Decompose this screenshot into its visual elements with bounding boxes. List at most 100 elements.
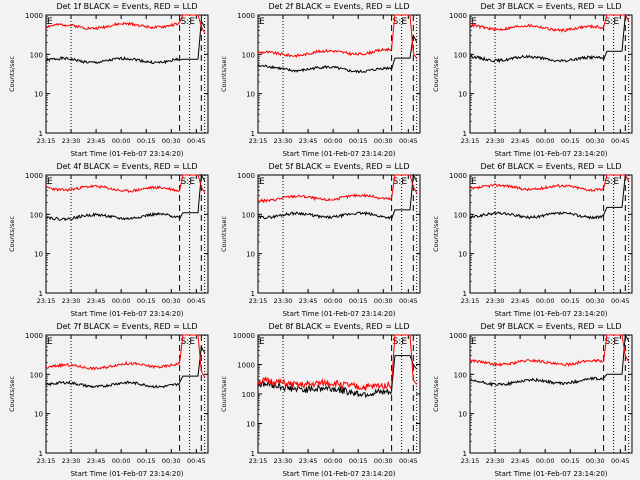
x-axis-label: Start Time (01-Feb-07 23:14:20) (70, 310, 183, 318)
x-tick-label: 23:15 (37, 297, 56, 305)
x-tick-label: 23:45 (511, 297, 530, 305)
x-tick-label: 00:15 (349, 297, 368, 305)
flag-e: E (471, 337, 477, 347)
flag-se: S:E (605, 17, 620, 27)
det-panel-8: Det 8f BLACK = Events, RED = LLD Counts/s… (220, 322, 421, 478)
events-series-line (469, 173, 630, 220)
events-series-line (257, 355, 418, 399)
events-series-line (469, 13, 630, 64)
x-tick-label: 00:45 (611, 457, 630, 465)
x-tick-label: 23:30 (486, 137, 505, 145)
panel-title: Det 6f BLACK = Events, RED = LLD (480, 162, 621, 171)
events-series-line (45, 345, 206, 389)
x-tick-label: 23:15 (37, 457, 56, 465)
lld-series-line (469, 174, 630, 193)
y-tick-label: 1 (251, 130, 255, 138)
y-tick-label: 1 (39, 450, 43, 458)
panel-title: Det 3f BLACK = Events, RED = LLD (480, 2, 621, 11)
x-tick-label: 00:15 (349, 137, 368, 145)
panel-title: Det 9f BLACK = Events, RED = LLD (480, 322, 621, 331)
y-tick-label: 1000 (25, 332, 43, 340)
plot-frame (45, 14, 209, 134)
plot-frame (45, 174, 209, 294)
y-tick-label: 10 (246, 421, 255, 429)
y-axis-label: Counts/sec (432, 376, 440, 412)
x-tick-label: 00:30 (586, 137, 605, 145)
y-tick-label: 10 (458, 251, 467, 259)
events-series-line (45, 173, 206, 222)
x-tick-label: 00:30 (162, 137, 181, 145)
x-tick-label: 00:45 (187, 297, 206, 305)
panel-title: Det 2f BLACK = Events, RED = LLD (268, 2, 409, 11)
x-axis-label: Start Time (01-Feb-07 23:14:20) (494, 470, 607, 478)
y-tick-label: 100 (30, 211, 43, 219)
y-tick-label: 100 (30, 51, 43, 59)
x-tick-label: 00:15 (137, 297, 156, 305)
y-axis-label: Counts/sec (432, 56, 440, 92)
x-tick-label: 23:15 (249, 457, 268, 465)
y-axis-label: Counts/sec (432, 216, 440, 252)
x-tick-label: 23:45 (511, 457, 530, 465)
x-tick-label: 00:30 (374, 297, 393, 305)
x-tick-label: 00:15 (349, 457, 368, 465)
x-axis-label: Start Time (01-Feb-07 23:14:20) (282, 310, 395, 318)
flag-e: E (471, 17, 477, 27)
panel-title: Det 1f BLACK = Events, RED = LLD (56, 2, 197, 11)
x-tick-label: 23:15 (461, 297, 480, 305)
x-tick-label: 00:00 (112, 137, 131, 145)
x-tick-label: 23:45 (299, 297, 318, 305)
x-tick-label: 00:45 (187, 137, 206, 145)
flag-se: S:E (393, 337, 408, 347)
x-tick-label: 00:45 (399, 137, 418, 145)
x-tick-label: 00:30 (586, 457, 605, 465)
y-tick-label: 1 (251, 450, 255, 458)
x-tick-label: 23:45 (87, 137, 106, 145)
flag-e: E (259, 177, 265, 187)
x-tick-label: 23:30 (62, 457, 81, 465)
x-axis-label: Start Time (01-Feb-07 23:14:20) (494, 310, 607, 318)
x-tick-label: 23:15 (249, 137, 268, 145)
panel-title: Det 8f BLACK = Events, RED = LLD (268, 322, 409, 331)
x-tick-label: 23:15 (249, 297, 268, 305)
y-tick-label: 100 (242, 211, 255, 219)
x-tick-label: 23:15 (37, 137, 56, 145)
x-axis-label: Start Time (01-Feb-07 23:14:20) (282, 470, 395, 478)
det-panel-4: Det 4f BLACK = Events, RED = LLD Counts/s… (8, 162, 209, 318)
y-axis-label: Counts/sec (220, 216, 228, 252)
y-tick-label: 1000 (449, 172, 467, 180)
y-axis-label: Counts/sec (8, 376, 16, 412)
lld-series-line (257, 334, 418, 391)
y-tick-label: 1000 (237, 172, 255, 180)
x-tick-label: 00:30 (586, 297, 605, 305)
x-tick-label: 23:30 (62, 297, 81, 305)
y-tick-label: 100 (454, 211, 467, 219)
events-series-line (45, 19, 206, 65)
y-tick-label: 1000 (237, 12, 255, 20)
x-tick-label: 23:30 (62, 137, 81, 145)
x-tick-label: 23:45 (87, 457, 106, 465)
x-tick-label: 00:15 (137, 457, 156, 465)
flag-e: E (471, 177, 477, 187)
y-tick-label: 10 (458, 91, 467, 99)
y-axis-label: Counts/sec (8, 56, 16, 92)
x-tick-label: 23:45 (87, 297, 106, 305)
events-series-line (469, 333, 630, 387)
lld-series-line (257, 174, 418, 204)
y-tick-label: 10 (246, 251, 255, 259)
flag-e: E (47, 337, 53, 347)
flag-e: E (259, 17, 265, 27)
x-tick-label: 00:00 (536, 137, 555, 145)
det-panel-3: Det 3f BLACK = Events, RED = LLD Counts/s… (432, 2, 633, 158)
flag-se: S:E (393, 177, 408, 187)
det-panel-6: Det 6f BLACK = Events, RED = LLD Counts/s… (432, 162, 633, 318)
x-tick-label: 23:30 (274, 457, 293, 465)
det-panel-5: Det 5f BLACK = Events, RED = LLD Counts/s… (220, 162, 421, 318)
panel-title: Det 5f BLACK = Events, RED = LLD (268, 162, 409, 171)
plot-frame (469, 174, 633, 294)
flag-se: S:E (605, 177, 620, 187)
x-tick-label: 00:30 (374, 137, 393, 145)
det-panel-1: Det 1f BLACK = Events, RED = LLD Counts/s… (8, 2, 209, 158)
x-tick-label: 23:30 (486, 297, 505, 305)
y-tick-label: 100 (30, 371, 43, 379)
x-tick-label: 00:45 (611, 137, 630, 145)
